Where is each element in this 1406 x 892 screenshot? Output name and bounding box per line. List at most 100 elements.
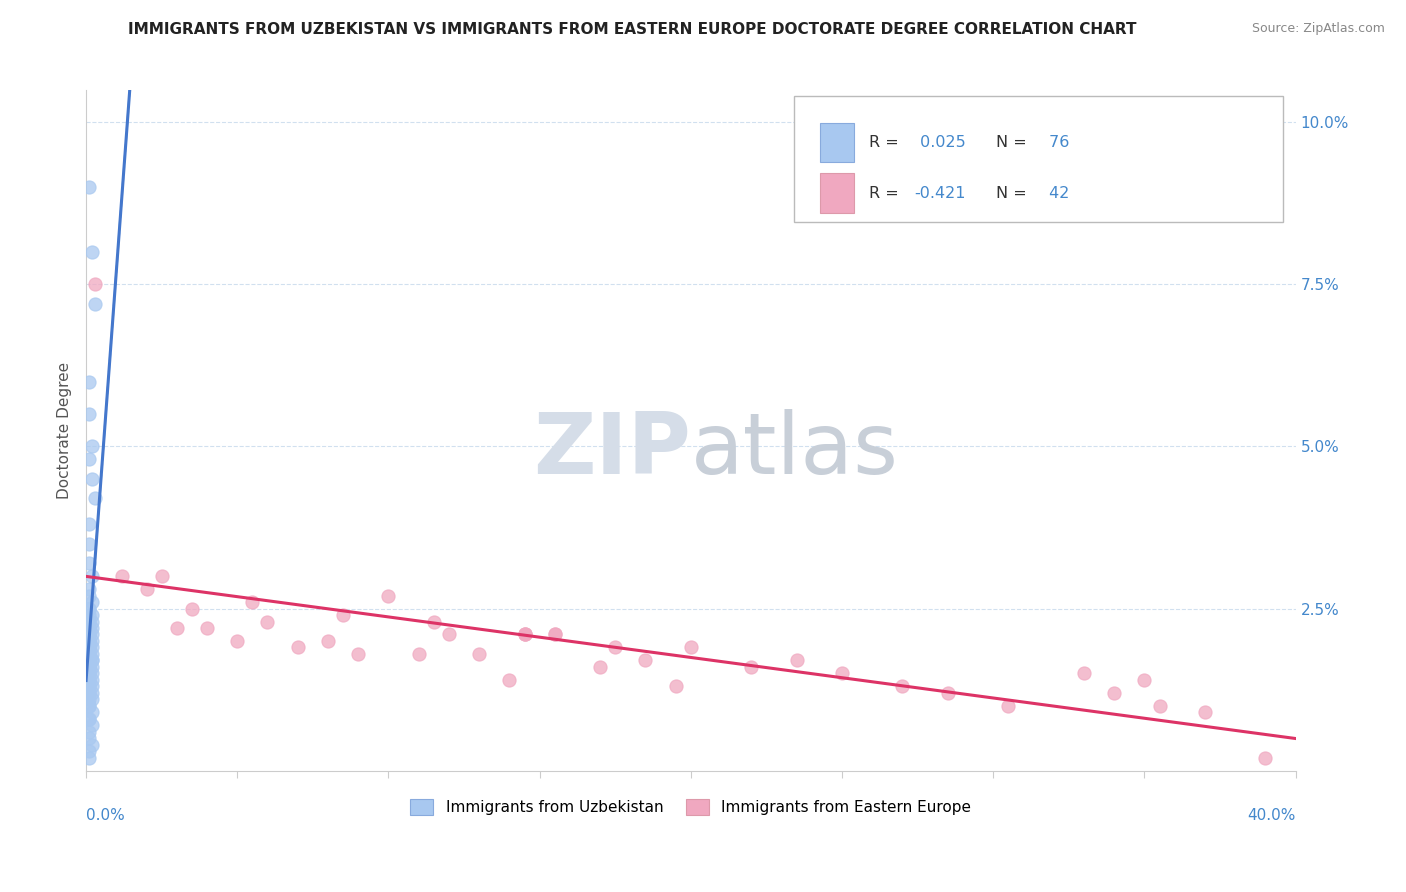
Point [77, 627, 100, 641]
Point [513, 627, 536, 641]
Point [544, 627, 567, 641]
Point [77, 660, 100, 674]
Point [1133, 673, 1156, 687]
Point [77, 698, 100, 713]
Legend: Immigrants from Uzbekistan, Immigrants from Eastern Europe: Immigrants from Uzbekistan, Immigrants f… [405, 793, 977, 821]
Text: R =: R = [869, 135, 904, 150]
Point [135, 582, 157, 596]
Point [77, 698, 100, 713]
Text: ZIP: ZIP [533, 409, 690, 492]
Point [77, 640, 100, 655]
Point [82, 627, 104, 641]
Point [82, 679, 104, 693]
Point [77, 517, 100, 532]
Point [589, 660, 612, 674]
Point [77, 653, 100, 667]
Point [226, 634, 249, 648]
Point [77, 744, 100, 758]
Point [77, 666, 100, 681]
Point [77, 712, 100, 726]
Point [77, 634, 100, 648]
Point [437, 627, 460, 641]
Point [77, 640, 100, 655]
Point [82, 615, 104, 629]
Point [77, 634, 100, 648]
Point [77, 647, 100, 661]
Point [634, 653, 657, 667]
Point [740, 660, 762, 674]
Point [332, 607, 354, 622]
Point [831, 666, 853, 681]
Point [77, 750, 100, 764]
Point [513, 627, 536, 641]
Point [77, 601, 100, 615]
Point [544, 627, 567, 641]
Point [77, 375, 100, 389]
Point [936, 686, 959, 700]
Point [77, 692, 100, 706]
Point [468, 647, 491, 661]
Point [82, 621, 104, 635]
Text: R =: R = [869, 186, 904, 201]
Point [82, 634, 104, 648]
Point [180, 601, 202, 615]
Point [82, 439, 104, 453]
Point [77, 666, 100, 681]
Point [84, 296, 107, 310]
Point [82, 660, 104, 674]
Point [77, 582, 100, 596]
Point [82, 569, 104, 583]
Point [77, 607, 100, 622]
Point [82, 738, 104, 752]
Point [77, 640, 100, 655]
Text: 0.025: 0.025 [914, 135, 966, 150]
Point [77, 627, 100, 641]
Point [605, 640, 627, 655]
Point [82, 686, 104, 700]
FancyBboxPatch shape [820, 173, 853, 213]
FancyBboxPatch shape [793, 96, 1284, 222]
Point [498, 673, 520, 687]
Point [256, 615, 278, 629]
Point [77, 679, 100, 693]
Point [77, 653, 100, 667]
Point [77, 556, 100, 570]
Point [997, 698, 1019, 713]
Point [1102, 686, 1125, 700]
Point [111, 569, 134, 583]
Point [77, 724, 100, 739]
Text: IMMIGRANTS FROM UZBEKISTAN VS IMMIGRANTS FROM EASTERN EUROPE DOCTORATE DEGREE CO: IMMIGRANTS FROM UZBEKISTAN VS IMMIGRANTS… [128, 22, 1137, 37]
Point [665, 679, 688, 693]
Point [77, 686, 100, 700]
Point [423, 615, 446, 629]
Point [84, 277, 107, 292]
Point [166, 621, 188, 635]
Text: -0.421: -0.421 [914, 186, 966, 201]
Text: 76: 76 [1045, 135, 1070, 150]
Point [82, 647, 104, 661]
Point [82, 244, 104, 259]
Point [77, 615, 100, 629]
Point [150, 569, 173, 583]
Point [77, 536, 100, 550]
Point [77, 673, 100, 687]
Text: N =: N = [995, 135, 1032, 150]
Point [77, 647, 100, 661]
Point [77, 452, 100, 467]
Y-axis label: Doctorate Degree: Doctorate Degree [58, 361, 72, 499]
Point [77, 601, 100, 615]
Point [347, 647, 370, 661]
Point [1149, 698, 1171, 713]
Point [82, 595, 104, 609]
Point [82, 640, 104, 655]
Point [77, 621, 100, 635]
Point [513, 627, 536, 641]
Point [77, 634, 100, 648]
Point [82, 653, 104, 667]
Point [679, 640, 702, 655]
Point [77, 647, 100, 661]
Point [195, 621, 218, 635]
Point [77, 180, 100, 194]
Point [77, 686, 100, 700]
Text: N =: N = [995, 186, 1032, 201]
